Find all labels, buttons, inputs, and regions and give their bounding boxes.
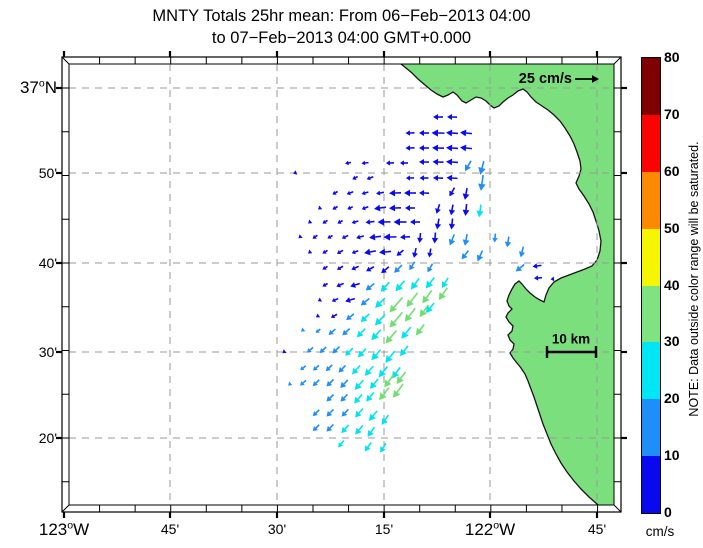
y-tick-label: 30' [38, 344, 57, 360]
colorbar-segment [642, 114, 660, 172]
map-content [69, 64, 614, 505]
colorbar-segment [642, 285, 660, 343]
colorbar-segment [642, 58, 660, 115]
graticule [69, 64, 614, 505]
map-frame [56, 51, 627, 518]
land-region [399, 64, 614, 505]
colorbar-segment [642, 342, 660, 400]
distance-scale-bar [545, 346, 598, 358]
colorbar-segment [642, 399, 660, 457]
colorbar-segment [642, 456, 660, 513]
x-tick-label: 30' [267, 521, 287, 537]
y-tick-label: 20' [38, 430, 57, 446]
colorbar-tick-label: 70 [664, 105, 680, 122]
x-tick-label: 123oW [38, 519, 90, 539]
x-tick-label: 15' [374, 521, 394, 537]
figure-title-line2: to 07−Feb−2013 04:00 GMT+0.000 [211, 29, 472, 47]
velocity-scale-label: 25 cm/s [518, 71, 572, 87]
colorbar-segment [642, 171, 660, 229]
colorbar [641, 57, 661, 514]
x-tick-label: 45' [587, 521, 607, 537]
colorbar-tick-label: 80 [664, 49, 680, 65]
y-tick-label: 40' [38, 255, 57, 271]
y-tick-label: 50' [38, 165, 57, 181]
colorbar-tick-label: 20 [664, 390, 680, 407]
colorbar-segment [642, 228, 660, 286]
colorbar-unit-label: cm/s [645, 524, 675, 539]
colorbar-tick-label: 40 [664, 276, 680, 293]
x-tick-label: 122oW [464, 519, 516, 539]
colorbar-tick-label: 10 [664, 447, 680, 464]
colorbar-tick-label: 50 [664, 219, 680, 236]
colorbar-tick-label: 60 [664, 162, 680, 179]
colorbar-tick-label: 30 [664, 333, 680, 350]
distance-scale-label: 10 km [551, 331, 591, 347]
y-tick-label: 37oN [19, 77, 57, 97]
x-tick-label: 45' [160, 521, 180, 537]
figure-title: MNTY Totals 25hr mean: From 06−Feb−2013 … [0, 5, 683, 49]
colorbar-tick-label: 0 [664, 504, 672, 520]
current-vectors [282, 114, 555, 453]
figure-title-line1: MNTY Totals 25hr mean: From 06−Feb−2013 … [152, 7, 531, 25]
colorbar-note: NOTE: Data outside color range will be s… [687, 141, 701, 417]
velocity-scale-arrow-icon [575, 75, 599, 83]
